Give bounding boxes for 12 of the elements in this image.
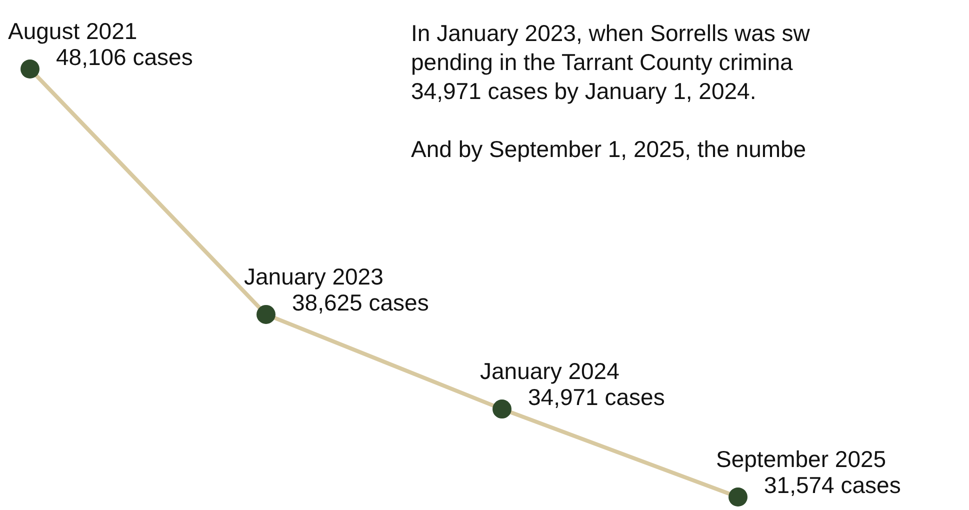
x-tick-label: August 2021	[8, 18, 138, 44]
x-tick-label: January 2024	[480, 358, 620, 384]
x-tick-label: January 2023	[244, 263, 384, 290]
data-label: 48,106 cases	[56, 44, 193, 70]
data-label: 38,625 cases	[292, 289, 429, 316]
annotation: And by September 1, 2025, the numbe	[411, 136, 806, 162]
annotation: pending in the Tarrant County crimina	[411, 49, 794, 75]
data-label: 34,971 cases	[528, 384, 665, 410]
annotation: 34,971 cases by January 1, 2024.	[411, 78, 756, 104]
data-label: 31,574 cases	[764, 472, 901, 498]
x-tick-label: September 2025	[716, 446, 886, 472]
text: In January 2023, when Sorrells was sw	[411, 20, 810, 46]
